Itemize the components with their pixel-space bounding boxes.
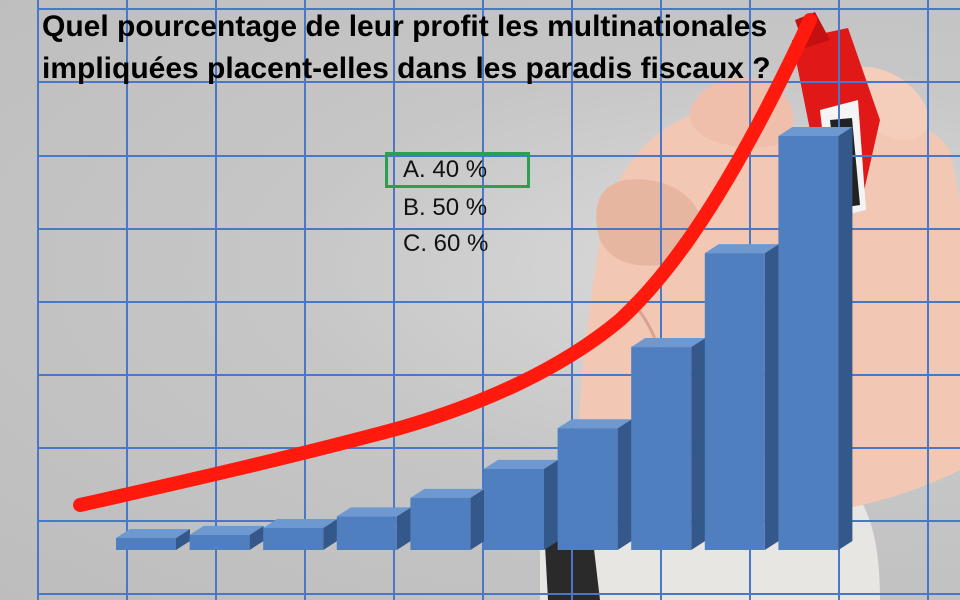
bar-top <box>116 529 190 538</box>
bar-front <box>484 468 544 550</box>
answer-option-a[interactable]: A. 40 % <box>385 152 530 188</box>
bar-front <box>189 534 250 550</box>
bar-side <box>617 419 632 550</box>
bar-top <box>778 127 853 136</box>
bar <box>704 244 779 551</box>
bar <box>557 419 632 550</box>
bar-side <box>691 338 706 550</box>
bar-top <box>263 518 338 528</box>
bar-front <box>778 136 839 550</box>
bar-side <box>176 529 190 550</box>
bar <box>631 338 706 550</box>
bar-side <box>544 459 558 550</box>
bar <box>116 529 190 550</box>
question-line-1: Quel pourcentage de leur profit les mult… <box>42 10 768 43</box>
question-line-2: impliquées placent-elles dans les paradi… <box>42 52 771 85</box>
bar-top <box>704 244 779 254</box>
bar-front <box>557 428 618 550</box>
bar <box>484 459 558 550</box>
bar <box>189 525 264 550</box>
bar <box>778 127 853 550</box>
bar <box>263 518 338 550</box>
bar-top <box>410 488 485 498</box>
bar <box>410 488 485 550</box>
question-text: Quel pourcentage de leur profit les mult… <box>42 6 942 90</box>
bar-top <box>631 338 706 348</box>
bar-front <box>116 538 176 550</box>
bar <box>336 507 411 550</box>
bar-side <box>470 488 485 550</box>
bar-front <box>410 497 471 550</box>
bar-side <box>323 518 338 550</box>
bar-side <box>396 507 411 550</box>
answer-list: A. 40 % B. 50 % C. 60 % <box>385 152 530 263</box>
bar-top <box>484 459 558 469</box>
answer-option-c[interactable]: C. 60 % <box>403 230 489 257</box>
bar-top <box>189 525 264 535</box>
bar-front <box>263 527 324 550</box>
bar-front <box>336 516 397 550</box>
bar-top <box>557 419 632 429</box>
bar-top <box>336 507 411 517</box>
bar-side <box>764 244 779 551</box>
answer-option-b[interactable]: B. 50 % <box>403 194 488 221</box>
bar-side <box>838 127 853 550</box>
bar-side <box>249 525 264 550</box>
grid-lines <box>37 0 960 600</box>
bar-front <box>631 347 692 550</box>
bar-series <box>116 127 853 551</box>
bar-front <box>704 253 765 551</box>
trend-curve <box>73 13 817 512</box>
